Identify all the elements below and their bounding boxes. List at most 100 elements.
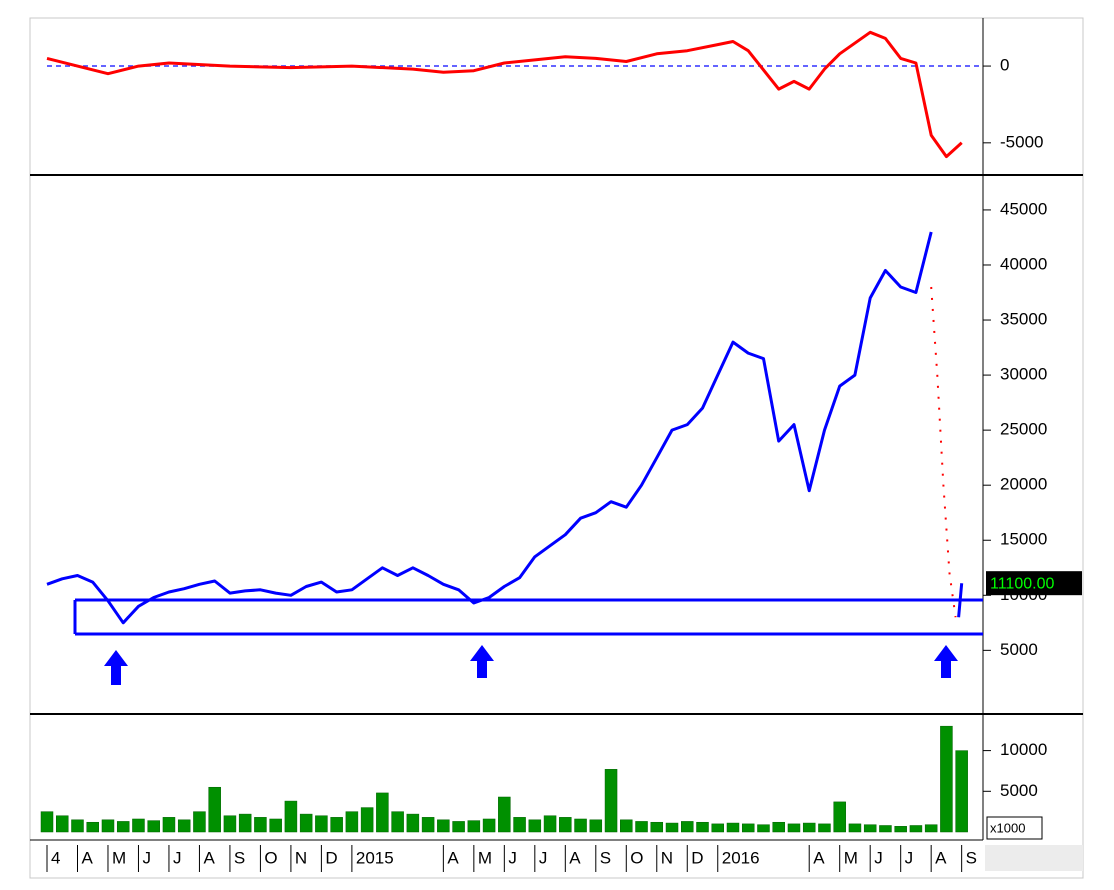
x-tick-label: A <box>813 848 825 867</box>
x-tick-label: 2016 <box>722 848 760 867</box>
x-tick-label: 2015 <box>356 848 394 867</box>
x-tick-label: A <box>203 848 215 867</box>
last-price-label: 11100.00 <box>990 575 1054 592</box>
x-tick-label: N <box>661 848 673 867</box>
volume-bar <box>802 822 816 833</box>
volume-bar <box>543 815 557 833</box>
volume-bar <box>833 801 846 833</box>
unit-box <box>986 816 1043 840</box>
x-tick-label: J <box>142 848 151 867</box>
volume-bar <box>818 823 831 833</box>
volume-bar <box>391 811 404 833</box>
x-tick-label: J <box>173 848 182 867</box>
x-tick-label: J <box>874 848 883 867</box>
volume-bar <box>696 821 709 833</box>
volume-bar <box>132 818 145 833</box>
volume-bar <box>284 800 298 833</box>
volume-bar <box>574 818 587 833</box>
unit-label: x1000 <box>990 820 1025 835</box>
x-tick-label: M <box>478 848 492 867</box>
volume-bar <box>86 821 99 833</box>
volume-bar <box>787 823 801 833</box>
volume-bar <box>711 823 724 833</box>
volume-bar <box>238 813 252 833</box>
volume-bar <box>55 815 69 833</box>
volume-bar <box>589 819 603 833</box>
volume-bar <box>330 817 343 833</box>
volume-bar <box>71 819 84 833</box>
volume-bar <box>635 821 648 833</box>
frame <box>29 17 1084 879</box>
price-line <box>46 30 963 159</box>
x-tick-label: M <box>844 848 858 867</box>
volume-bar <box>376 792 389 833</box>
x-tick-label: D <box>325 848 337 867</box>
volume-bar <box>909 825 923 833</box>
volume-bar <box>772 821 785 833</box>
x-tick-label: N <box>295 848 307 867</box>
volume-bar <box>620 819 633 833</box>
volume-bar <box>40 811 54 833</box>
y-tick-label: 5000 <box>1000 640 1038 659</box>
x-tick-label: A <box>447 848 459 867</box>
volume-bar <box>513 817 526 833</box>
x-tick-label: A <box>935 848 947 867</box>
volume-bar <box>315 815 328 833</box>
plot: 0 -5000 5000 10000 15000 20000 25000 30000 35000… <box>40 30 1082 872</box>
x-tick-label: J <box>905 848 914 867</box>
volume-bar <box>681 821 694 833</box>
price-line <box>930 286 957 618</box>
y-tick-label: 35000 <box>1000 310 1047 329</box>
y-tick-label: 20000 <box>1000 475 1047 494</box>
volume-bar <box>604 769 618 833</box>
volume-bar <box>421 817 435 833</box>
volume-bar <box>665 822 679 833</box>
x-tick-label: S <box>234 848 245 867</box>
volume-bar <box>757 824 770 833</box>
arrows <box>104 645 958 685</box>
x-tick-label: A <box>569 848 581 867</box>
volume-bar <box>254 817 267 833</box>
volume-bar <box>924 824 938 833</box>
x-tick-label: O <box>630 848 643 867</box>
volume-bar <box>116 821 130 833</box>
volume-bar <box>528 819 542 833</box>
volume-bar <box>360 807 374 833</box>
volume-bar <box>940 725 953 833</box>
volume-bar <box>894 826 907 833</box>
y-tick-label: 15000 <box>1000 530 1047 549</box>
last-price-box <box>986 571 1082 596</box>
volume-bar <box>863 824 877 833</box>
x-tick-label: S <box>600 848 611 867</box>
volume-bar <box>437 819 450 833</box>
x-tick-label: O <box>264 848 277 867</box>
volume-bar <box>162 817 176 833</box>
volume-bar <box>299 813 313 833</box>
volume-bar <box>955 750 968 833</box>
volume-bar <box>406 813 420 833</box>
support-box <box>73 598 983 636</box>
volume-bar <box>223 815 237 833</box>
x-tick-label: D <box>691 848 703 867</box>
y-tick-label: 25000 <box>1000 420 1047 439</box>
y-tick-label: 40000 <box>1000 254 1047 273</box>
y-tick-label: 10000 <box>1000 740 1047 759</box>
x-tick-label: J <box>539 848 548 867</box>
y-tick-label: 30000 <box>1000 365 1047 384</box>
volume-bar <box>741 823 755 833</box>
volume-bar <box>345 811 359 833</box>
y-tick-label: 45000 <box>1000 199 1047 218</box>
volume-bar <box>726 822 740 833</box>
volume-bar <box>848 823 862 833</box>
volume-bar <box>650 821 664 833</box>
volume-bar <box>101 819 115 833</box>
volume-bar <box>482 818 496 833</box>
x-tick-label: M <box>112 848 126 867</box>
x-tick-label: S <box>966 848 977 867</box>
y-tick-label: -5000 <box>1000 132 1043 151</box>
volume-bar <box>208 786 221 833</box>
volume-bar <box>559 817 572 833</box>
volume-bar <box>177 819 191 833</box>
